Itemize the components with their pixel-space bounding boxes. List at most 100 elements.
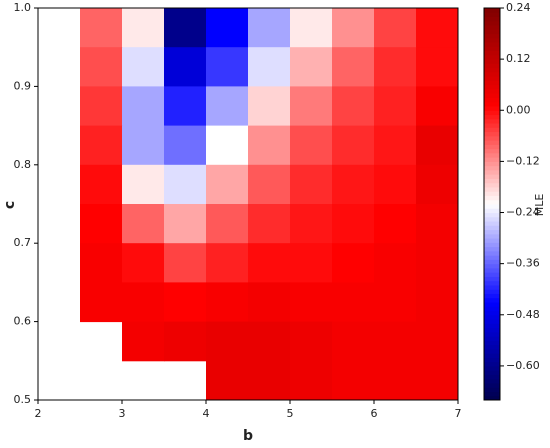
colorbar-swatch (484, 272, 500, 277)
contour-cell (332, 243, 375, 283)
contour-cell (290, 321, 333, 362)
colorbar-swatch (484, 161, 500, 167)
colorbar-swatch (484, 59, 500, 64)
contour-cell (122, 125, 165, 166)
colorbar-tick-label: −0.12 (506, 154, 540, 167)
colorbar-tick-label: −0.48 (506, 308, 540, 321)
colorbar-swatch (484, 140, 500, 145)
contour-cell (290, 8, 333, 48)
colorbar-swatch (484, 169, 500, 175)
contour-cell (80, 125, 123, 166)
contour-cell (206, 360, 249, 401)
contour-cell (122, 321, 165, 362)
contour-cell (80, 8, 123, 48)
colorbar-swatch (484, 238, 500, 243)
colorbar-swatch (484, 323, 500, 329)
colorbar-swatch (484, 29, 500, 35)
colorbar-swatch (484, 319, 500, 324)
contour-cell (416, 282, 459, 323)
contour-cell (80, 86, 123, 127)
colorbar-swatch (484, 106, 500, 111)
colorbar-swatch (484, 114, 500, 120)
contour-cell (164, 47, 207, 87)
contour-cell (206, 8, 249, 48)
contour-cell (122, 204, 165, 244)
colorbar-swatch (484, 216, 500, 222)
contour-cell (332, 8, 375, 48)
colorbar-swatch (484, 93, 500, 98)
contour-cell (332, 204, 375, 244)
contour-cell (164, 321, 207, 362)
contour-cell (122, 86, 165, 127)
colorbar-swatch (484, 67, 500, 73)
contour-cell (164, 243, 207, 283)
contour-cell (332, 164, 375, 205)
colorbar-swatch (484, 123, 500, 128)
contour-cell (248, 47, 291, 87)
colorbar-swatch (484, 135, 500, 141)
colorbar-tick-label: −0.60 (506, 359, 540, 372)
colorbar-swatch (484, 391, 500, 397)
colorbar-swatch (484, 225, 500, 231)
contour-cell (290, 125, 333, 166)
x-tick-label: 5 (287, 407, 294, 420)
contour-cell (332, 282, 375, 323)
colorbar-swatch (484, 293, 500, 299)
colorbar-swatch (484, 340, 500, 346)
colorbar-swatch (484, 174, 500, 179)
colorbar-swatch (484, 33, 500, 39)
contour-cell (80, 164, 123, 205)
colorbar-swatch (484, 365, 500, 371)
colorbar-swatch (484, 353, 500, 358)
colorbar-tick-label: −0.24 (506, 206, 540, 219)
y-tick-label: 0.8 (14, 158, 32, 171)
colorbar-swatch (484, 348, 500, 354)
colorbar-swatch (484, 118, 500, 124)
contour-cell (248, 321, 291, 362)
contour-cell (374, 86, 417, 127)
contour-cell (248, 86, 291, 127)
contour-cell (122, 282, 165, 323)
colorbar-swatch (484, 127, 500, 133)
colorbar-swatch (484, 152, 500, 158)
colorbar-swatch (484, 97, 500, 103)
contour-cell (248, 360, 291, 401)
y-tick-label: 0.7 (14, 236, 32, 249)
contour-cell (374, 321, 417, 362)
colorbar-swatch (484, 357, 500, 363)
colorbar-swatch (484, 12, 500, 18)
colorbar-swatch (484, 182, 500, 188)
colorbar-swatch (484, 199, 500, 205)
contour-cell (374, 8, 417, 48)
contour-cell (206, 86, 249, 127)
contour-cell (416, 164, 459, 205)
colorbar-swatch (484, 131, 500, 137)
colorbar-swatch (484, 280, 500, 286)
colorbar-swatch (484, 263, 500, 269)
x-tick-label: 7 (455, 407, 462, 420)
colorbar-swatch (484, 212, 500, 218)
y-tick-label: 0.5 (14, 393, 32, 406)
colorbar-swatch (484, 378, 500, 384)
contour-cell (164, 164, 207, 205)
colorbar-swatch (484, 289, 500, 294)
contour-cell (164, 282, 207, 323)
colorbar-tick-label: 0.24 (506, 1, 531, 14)
contour-cell (206, 47, 249, 87)
contour-cell (374, 243, 417, 283)
colorbar-tick-label: 0.00 (506, 103, 531, 116)
colorbar-swatch (484, 42, 500, 47)
contour-cell (164, 8, 207, 48)
contour-cell (416, 360, 459, 401)
contour-cell (332, 360, 375, 401)
contour-cell (206, 164, 249, 205)
contour-cell (332, 321, 375, 362)
colorbar-swatch (484, 336, 500, 341)
contour-cell (248, 282, 291, 323)
contour-cell (206, 321, 249, 362)
colorbar-swatch (484, 54, 500, 60)
colorbar-swatch (484, 165, 500, 171)
colorbar-label: MLE (533, 194, 546, 217)
contour-cell (290, 47, 333, 87)
